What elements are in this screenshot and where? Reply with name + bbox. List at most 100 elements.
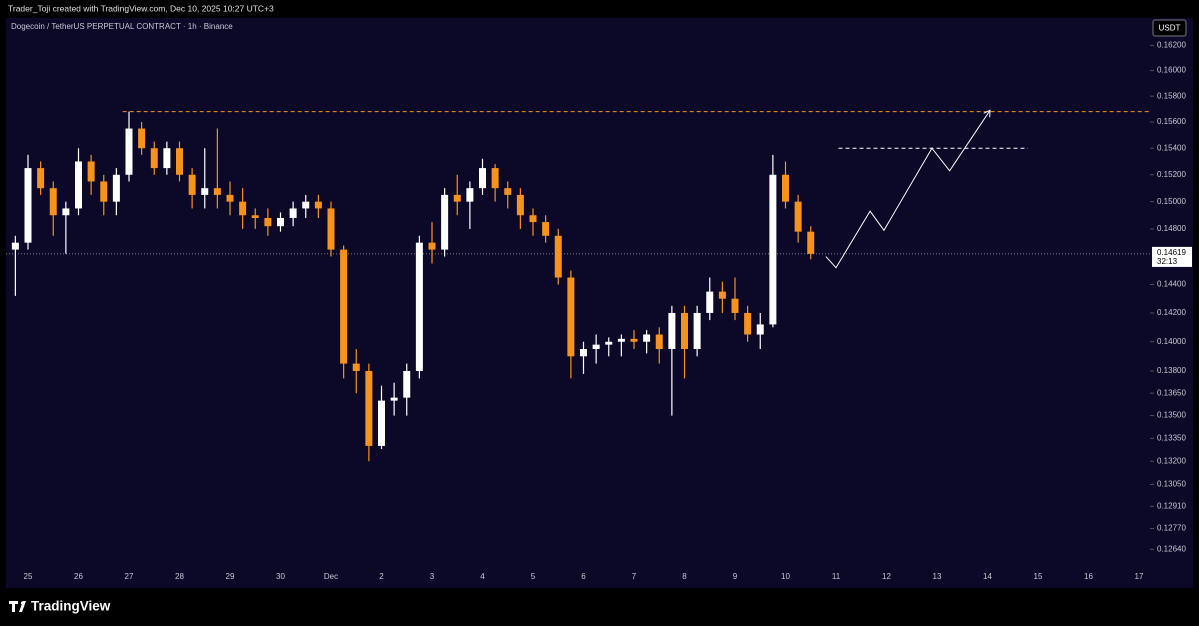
y-tick-label: 0.15200 [1157,170,1186,179]
y-tick-label: 0.14000 [1157,337,1186,346]
x-tick-label: 12 [882,572,891,581]
candle-body [289,208,297,218]
candle-body [201,188,209,195]
candle-body [365,370,373,446]
x-tick-label: 27 [125,572,134,581]
brand: TradingView [31,599,111,614]
candle-body [441,194,449,250]
x-tick-label: 3 [430,572,435,581]
x-tick-label: 15 [1034,572,1043,581]
y-tick-label: 0.15600 [1157,117,1186,126]
y-tick-label: 0.13050 [1157,480,1186,489]
candle-body [756,324,764,335]
y-tick-label: 0.14200 [1157,308,1186,317]
candle-body [605,341,613,345]
candle-body [75,161,82,209]
candle-body [239,201,247,216]
y-tick-label: 0.14400 [1157,280,1186,289]
candle-body [504,188,512,195]
x-tick-label: 6 [581,572,586,581]
candle-body [415,242,423,371]
y-tick-label: 0.14800 [1157,224,1186,233]
y-tick-label: 0.12910 [1157,501,1186,510]
candle-body [226,194,234,202]
candle-body [403,370,411,398]
candle-body [11,242,19,250]
candle-body [693,312,701,350]
x-tick-label: 29 [226,572,235,581]
candle-body [125,128,133,175]
candle-body [668,312,676,350]
projection-path [825,110,991,269]
x-tick-label: 8 [682,572,687,581]
x-tick-label: 13 [933,572,942,581]
y-tick-label: 0.16000 [1157,66,1186,75]
candle-body [327,208,335,250]
x-tick-label: 26 [74,572,83,581]
y-tick-label: 0.16200 [1157,40,1186,49]
current-price-box [1152,246,1192,267]
candle-body [352,363,360,371]
y-tick-label: 0.12770 [1157,524,1186,533]
currency: USDT [1159,24,1181,33]
candle-body [567,277,575,357]
candle-body [542,222,550,236]
x-tick-label: 5 [531,572,536,581]
candle-body [453,194,461,202]
candle-body [24,168,32,243]
y-tick-label: 0.15800 [1157,91,1186,100]
x-tick-label: Dec [324,572,338,581]
candle-body [807,231,815,254]
x-tick-label: 25 [24,572,33,581]
y-tick-label: 0.15400 [1157,143,1186,152]
candle-body [630,338,638,342]
candle-body [466,188,474,202]
x-tick-label: 9 [733,572,738,581]
brand-logo [9,601,26,612]
candle-body [706,291,714,313]
x-tick-label: 17 [1135,572,1144,581]
candle-body [378,400,385,446]
x-tick-label: 7 [632,572,637,581]
candle-body [264,217,272,227]
x-tick-label: 2 [379,572,384,581]
x-tick-label: 30 [276,572,285,581]
candle-body [744,312,752,335]
x-tick-label: 10 [781,572,790,581]
currency-box[interactable] [1152,19,1187,37]
candle-body [277,217,284,227]
plot-background [6,18,1193,588]
candle-body [49,188,57,216]
chart-title: Dogecoin / TetherUS PERPETUAL CONTRACT ·… [11,22,233,31]
candle-body [138,128,146,149]
y-tick-label: 0.13650 [1157,388,1186,397]
candle-body [302,201,310,209]
candle-body [479,168,486,189]
candle-body [188,174,196,195]
y-tick-label: 0.13350 [1157,433,1186,442]
y-tick-label: 0.13800 [1157,366,1186,375]
candle-body [769,174,777,325]
candle-body [37,168,45,189]
current-price-label: 0.14619 [1157,248,1186,257]
candle-body [617,338,625,342]
candle-body [643,334,651,342]
candle-body [529,215,537,223]
candle-body [428,242,436,250]
x-tick-label: 11 [832,572,841,581]
projection-arrowhead [983,109,991,118]
candle-body [580,349,587,357]
attribution: Trader_Toji created with TradingView.com… [8,3,274,13]
candle-body [718,291,726,299]
candle-body [554,235,562,278]
candle-body [390,397,398,401]
candle-body [87,161,95,182]
x-tick-label: 28 [175,572,184,581]
candle-body [314,201,322,209]
y-tick-label: 0.12640 [1157,544,1186,553]
candle-body [112,174,120,202]
candle-body [655,334,663,350]
candle-body [100,181,108,202]
